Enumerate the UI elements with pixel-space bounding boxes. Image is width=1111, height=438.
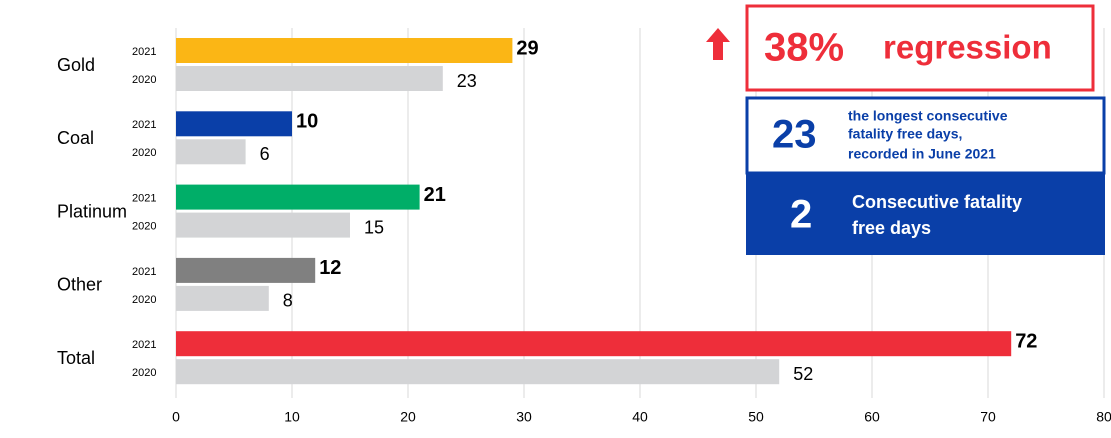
current-value: 2 [790, 193, 812, 237]
x-tick-label: 60 [864, 409, 880, 425]
series-label: 2020 [132, 294, 156, 306]
value-label: 72 [1015, 330, 1037, 352]
bar [176, 285, 269, 311]
regression-box [745, 4, 1095, 92]
current-box [746, 173, 1105, 255]
value-label: 6 [260, 144, 270, 164]
value-label: 10 [296, 111, 318, 133]
series-label: 2020 [132, 74, 156, 86]
value-label: 29 [516, 37, 538, 59]
x-tick-label: 70 [980, 409, 996, 425]
series-label: 2021 [132, 339, 156, 351]
bar [176, 139, 246, 165]
series-label: 2021 [132, 46, 156, 58]
series-label: 2021 [132, 266, 156, 278]
bar [176, 38, 513, 63]
current-text: free days [852, 218, 931, 238]
series-label: 2020 [132, 367, 156, 379]
longest-text: the longest consecutive [848, 108, 1008, 124]
longest-text: fatality free days, [848, 126, 962, 142]
category-label: Platinum [57, 201, 127, 221]
bar [176, 111, 292, 137]
series-label: 2021 [132, 119, 156, 131]
regression-text: regression [883, 29, 1052, 66]
value-label: 52 [793, 364, 813, 384]
series-label: 2020 [132, 147, 156, 159]
bar [176, 257, 316, 283]
value-label: 23 [457, 71, 477, 91]
x-tick-label: 30 [516, 409, 532, 425]
bar [176, 359, 780, 385]
bar [176, 212, 350, 238]
category-label: Other [57, 275, 102, 295]
x-tick-label: 20 [400, 409, 416, 425]
category-label: Total [57, 348, 95, 368]
bar [176, 331, 1012, 357]
x-tick-label: 50 [748, 409, 764, 425]
series-label: 2021 [132, 193, 156, 205]
longest-text: recorded in June 2021 [848, 146, 996, 162]
x-tick-label: 40 [632, 409, 648, 425]
value-label: 21 [424, 184, 446, 206]
x-tick-label: 0 [172, 409, 180, 425]
value-label: 15 [364, 217, 384, 237]
bar [176, 66, 443, 91]
longest-value: 23 [772, 113, 817, 157]
value-label: 12 [319, 257, 341, 279]
x-tick-label: 80 [1096, 409, 1111, 425]
up-arrow [706, 28, 730, 60]
category-label: Gold [57, 55, 95, 75]
current-text: Consecutive fatality [852, 192, 1022, 212]
value-label: 8 [283, 291, 293, 311]
category-label: Coal [57, 128, 94, 148]
series-label: 2020 [132, 221, 156, 233]
bar [176, 184, 420, 210]
x-tick-label: 10 [284, 409, 300, 425]
regression-value: 38% [764, 26, 844, 70]
